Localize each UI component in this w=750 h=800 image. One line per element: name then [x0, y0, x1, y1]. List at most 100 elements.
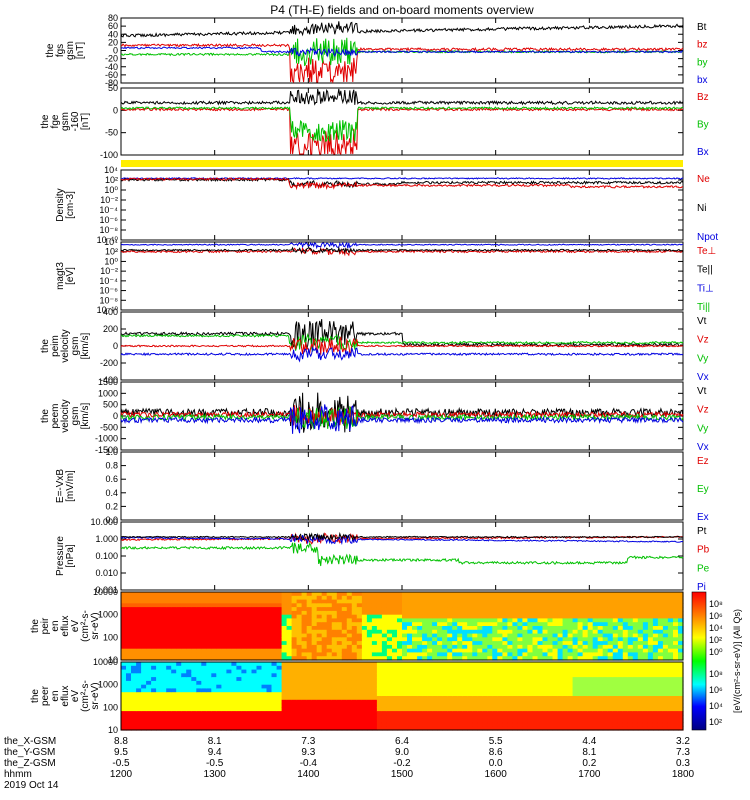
- heatmap-cell: [376, 633, 383, 638]
- heatmap-cell: [567, 633, 574, 638]
- heatmap-cell: [673, 688, 679, 693]
- heatmap-cell: [597, 673, 604, 678]
- heatmap-cell: [156, 629, 162, 635]
- heatmap-cell: [161, 637, 167, 642]
- heatmap-cell: [196, 644, 202, 650]
- heatmap-cell: [361, 644, 368, 650]
- heatmap-cell: [662, 692, 669, 697]
- heatmap-cell: [587, 707, 594, 712]
- heatmap-cell: [467, 637, 473, 642]
- heatmap-cell: [276, 599, 283, 604]
- heatmap-cell: [477, 648, 483, 654]
- heatmap-cell: [186, 618, 192, 623]
- heatmap-cell: [437, 684, 443, 690]
- heatmap-cell: [381, 707, 388, 712]
- y-tick-label: 10⁴: [104, 237, 118, 247]
- heatmap-cell: [201, 662, 207, 667]
- heatmap-cell: [542, 656, 549, 661]
- heatmap-cell: [141, 629, 147, 635]
- heatmap-cell: [191, 652, 197, 657]
- heatmap-cell: [567, 648, 574, 654]
- y-axis-label: the: [40, 339, 51, 353]
- heatmap-cell: [206, 641, 212, 646]
- heatmap-cell: [637, 599, 644, 604]
- heatmap-cell: [301, 669, 308, 674]
- heatmap-cell: [181, 726, 187, 731]
- heatmap-cell: [497, 718, 503, 724]
- heatmap-cell: [196, 652, 202, 657]
- heatmap-cell: [271, 662, 278, 667]
- heatmap-cell: [622, 641, 629, 646]
- heatmap-cell: [341, 726, 348, 731]
- heatmap-cell: [186, 656, 192, 661]
- heatmap-cell: [487, 696, 493, 701]
- heatmap-cell: [151, 652, 157, 657]
- heatmap-cell: [376, 677, 383, 682]
- heatmap-cell: [673, 669, 679, 674]
- heatmap-cell: [417, 656, 423, 661]
- heatmap-cell: [346, 684, 353, 690]
- heatmap-cell: [231, 673, 237, 678]
- heatmap-cell: [306, 665, 313, 671]
- heatmap-cell: [191, 696, 197, 701]
- heatmap-cell: [161, 714, 167, 720]
- heatmap-cell: [306, 684, 313, 690]
- heatmap-cell: [442, 665, 448, 671]
- heatmap-cell: [311, 618, 318, 623]
- heatmap-cell: [567, 688, 574, 693]
- heatmap-cell: [592, 641, 599, 646]
- heatmap-cell: [622, 618, 629, 623]
- heatmap-cell: [351, 662, 358, 667]
- heatmap-cell: [266, 680, 273, 686]
- heatmap-cell: [141, 665, 147, 671]
- heatmap-cell: [402, 648, 408, 654]
- heatmap-cell: [151, 699, 157, 705]
- heatmap-cell: [497, 644, 503, 650]
- heatmap-cell: [166, 726, 172, 731]
- heatmap-cell: [447, 633, 453, 638]
- heatmap-cell: [487, 680, 493, 686]
- heatmap-cell: [181, 622, 187, 627]
- heatmap-cell: [457, 707, 463, 712]
- heatmap-cell: [667, 595, 674, 601]
- heatmap-cell: [286, 629, 293, 635]
- heatmap-cell: [582, 718, 589, 724]
- heatmap-cell: [346, 626, 353, 631]
- heatmap-cell: [171, 629, 177, 635]
- heatmap-cell: [482, 726, 488, 731]
- heatmap-cell: [617, 599, 624, 604]
- heatmap-cell: [492, 665, 498, 671]
- heatmap-cell: [627, 680, 634, 686]
- heatmap-cell: [171, 699, 177, 705]
- heatmap-cell: [392, 688, 398, 693]
- heatmap-cell: [582, 656, 589, 661]
- heatmap-cell: [547, 680, 554, 686]
- heatmap-cell: [647, 637, 654, 642]
- heatmap-cell: [407, 633, 413, 638]
- heatmap-cell: [667, 726, 674, 731]
- heatmap-cell: [296, 662, 303, 667]
- heatmap-cell: [171, 726, 177, 731]
- heatmap-cell: [647, 726, 654, 731]
- heatmap-cell: [386, 692, 393, 697]
- x-tick-label: 8.6: [489, 747, 503, 758]
- heatmap-cell: [141, 726, 147, 731]
- heatmap-cell: [602, 684, 609, 690]
- heatmap-cell: [366, 592, 373, 597]
- heatmap-cell: [371, 622, 378, 627]
- heatmap-cell: [201, 595, 207, 601]
- heatmap-cell: [422, 662, 428, 667]
- heatmap-cell: [592, 696, 599, 701]
- heatmap-cell: [417, 633, 423, 638]
- heatmap-cell: [146, 610, 152, 616]
- heatmap-cell: [552, 652, 559, 657]
- heatmap-cell: [156, 711, 162, 716]
- heatmap-cell: [622, 603, 629, 608]
- heatmap-cell: [351, 656, 358, 661]
- heatmap-cell: [331, 677, 338, 682]
- heatmap-cell: [266, 610, 273, 616]
- heatmap-cell: [407, 726, 413, 731]
- heatmap-cell: [306, 618, 313, 623]
- heatmap-cell: [136, 707, 142, 712]
- heatmap-cell: [502, 641, 508, 646]
